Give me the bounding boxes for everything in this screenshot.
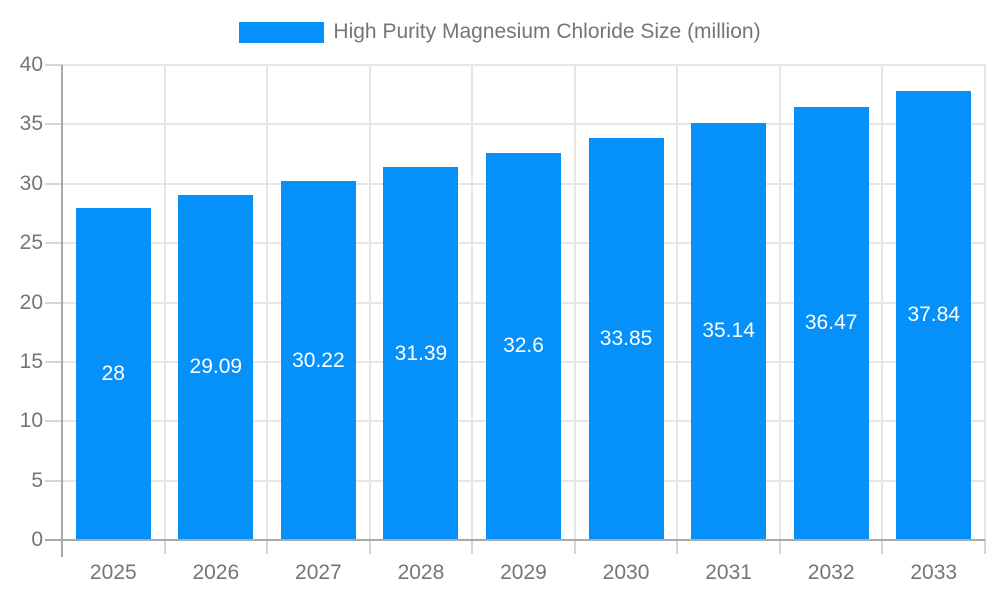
x-axis-tick	[881, 540, 884, 554]
x-axis-tick	[778, 540, 781, 554]
y-axis-tick	[45, 360, 62, 363]
y-axis-tick	[45, 242, 62, 245]
bar-2030[interactable]	[588, 138, 664, 540]
bar-2028[interactable]	[383, 167, 459, 540]
bar-value-label: 28	[101, 361, 125, 385]
x-axis-label: 2032	[807, 561, 855, 584]
y-axis-line	[61, 65, 63, 557]
gridline-vertical	[984, 65, 986, 540]
legend-swatch[interactable]	[239, 21, 325, 43]
gridline-vertical	[368, 65, 371, 540]
gridline-vertical	[163, 65, 166, 540]
x-axis-label: 2029	[500, 561, 547, 584]
x-axis-label: 2033	[910, 561, 958, 584]
x-axis-tick	[984, 540, 986, 554]
bar-2026[interactable]	[178, 194, 254, 540]
y-axis-label: 35	[19, 112, 43, 136]
x-axis-label: 2028	[397, 561, 445, 584]
gridline-horizontal	[62, 123, 985, 126]
x-axis-tick	[163, 540, 166, 554]
bar-2027[interactable]	[280, 181, 356, 540]
bar-value-label: 37.84	[907, 303, 960, 327]
y-axis-label: 15	[19, 349, 43, 373]
y-axis-label: 0	[31, 528, 43, 551]
x-axis-tick	[573, 540, 576, 554]
x-axis-tick	[676, 540, 679, 554]
x-axis-label: 2026	[192, 561, 240, 584]
gridline-vertical	[881, 65, 884, 540]
y-axis-label: 20	[19, 290, 43, 314]
y-axis-tick	[45, 420, 62, 423]
gridline-vertical	[266, 65, 269, 540]
y-axis-tick	[45, 123, 62, 126]
bar-value-label: 32.6	[503, 334, 544, 358]
y-axis-label: 30	[19, 171, 43, 195]
bar-value-label: 29.09	[189, 355, 243, 379]
bar-value-label: 31.39	[394, 341, 448, 365]
y-axis-tick	[45, 182, 62, 185]
bar-value-label: 30.22	[292, 348, 345, 372]
y-axis-label: 40	[19, 53, 43, 76]
bar-2025[interactable]	[75, 207, 151, 540]
x-axis-tick	[368, 540, 371, 554]
y-axis-tick	[45, 301, 62, 304]
gridline-vertical	[573, 65, 576, 540]
legend: High Purity Magnesium Chloride Size (mil…	[0, 19, 1000, 45]
y-axis-label: 25	[19, 231, 43, 255]
bar-2032[interactable]	[793, 106, 869, 540]
x-axis-tick	[266, 540, 269, 554]
x-axis-label: 2025	[89, 561, 137, 584]
plot-area: 28 29.09 30.22 31.39 32.6 33.85 35.14 36.47 37.8…	[62, 64, 986, 540]
x-axis-label: 2030	[602, 561, 650, 584]
y-axis-tick	[45, 64, 62, 66]
x-axis-label: 2031	[705, 561, 752, 584]
gridline-vertical	[676, 65, 679, 540]
bar-value-label: 33.85	[599, 327, 653, 351]
y-axis-tick	[45, 479, 62, 482]
bar-2031[interactable]	[691, 122, 767, 540]
x-axis-line	[45, 539, 985, 541]
legend-label[interactable]: High Purity Magnesium Chloride Size (mil…	[333, 20, 761, 43]
bar-2033[interactable]	[896, 90, 972, 540]
gridline-horizontal	[62, 64, 985, 66]
y-axis-label: 10	[19, 409, 43, 433]
bar-2029[interactable]	[486, 152, 561, 540]
bar-value-label: 36.47	[804, 311, 858, 335]
gridline-vertical	[471, 65, 474, 540]
x-axis-tick	[471, 540, 474, 554]
bar-value-label: 35.14	[702, 319, 755, 343]
gridline-vertical	[778, 65, 781, 540]
x-axis-label: 2027	[295, 561, 342, 584]
y-axis-label: 5	[31, 468, 43, 492]
